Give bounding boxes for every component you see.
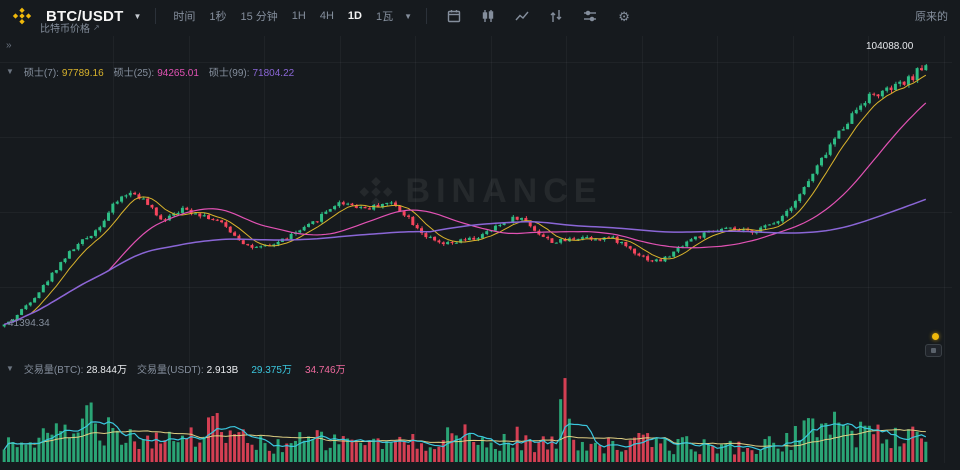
volume-ma-fast-item[interactable]: 29.375万: [248, 361, 292, 376]
ma25-value: 94265.01: [157, 68, 199, 79]
original-tab-label[interactable]: 原来的: [915, 11, 948, 23]
ma99-legend-item[interactable]: 硕士(99): 71804.22: [209, 64, 294, 79]
ma25-label: 硕士(25):: [113, 68, 155, 79]
timeframe-more-caret-icon[interactable]: ▼: [404, 11, 413, 21]
volume-btc-item[interactable]: 交易量(BTC): 28.844万: [24, 361, 127, 376]
volume-btc-label: 交易量(BTC):: [23, 365, 84, 376]
pair-title[interactable]: BTC/USDT: [46, 7, 124, 25]
divider: [426, 8, 428, 24]
settings-gear-icon[interactable]: ⚙: [618, 8, 630, 24]
volume-ma-fast-value: 29.375万: [251, 365, 292, 376]
last-price-dot: [932, 333, 939, 340]
ma99-value: 71804.22: [252, 68, 295, 79]
chart-subtitle-row: 比特币价格 ↗: [40, 20, 100, 35]
binance-logo-icon[interactable]: [12, 6, 32, 26]
low-price-label: 41394.34: [8, 318, 50, 329]
volume-legend: ▼ 交易量(BTC): 28.844万 交易量(USDT): 2.913B 29.3…: [6, 361, 346, 376]
volume-usdt-value: 2.913B: [206, 365, 239, 376]
ma-legend-caret-icon[interactable]: ▼: [6, 67, 14, 76]
volume-ma-slow-item[interactable]: 34.746万: [302, 361, 346, 376]
chart-subtitle: 比特币价格: [40, 24, 90, 35]
volume-legend-caret-icon[interactable]: ▼: [6, 364, 14, 373]
pair-dropdown-caret-icon[interactable]: ▼: [133, 11, 142, 21]
volume-usdt-item[interactable]: 交易量(USDT): 2.913B: [137, 361, 238, 376]
timeframe-1h[interactable]: 1H: [291, 10, 306, 22]
timeframe-1s[interactable]: 1秒: [209, 11, 227, 23]
timeframe-1w[interactable]: 1瓦: [375, 11, 394, 23]
timeframe-1d-active[interactable]: 1D: [347, 10, 362, 22]
ma25-legend-item[interactable]: 硕士(25): 94265.01: [114, 64, 199, 79]
volume-usdt-label: 交易量(USDT):: [136, 365, 204, 376]
ma-legend: ▼ 硕士(7): 97789.16 硕士(25): 94265.01 硕士(99):…: [6, 64, 294, 79]
volume-btc-value: 28.844万: [86, 365, 127, 376]
calendar-icon[interactable]: [446, 8, 462, 24]
toolbar: BTC/USDT ▼ 时间 1秒 15 分钟 1H 4H 1D 1瓦 ▼ ⚙ 原…: [0, 0, 960, 32]
divider: [155, 8, 157, 24]
ma7-legend-item[interactable]: 硕士(7): 97789.16: [24, 64, 104, 79]
volume-ma-slow-value: 34.746万: [304, 365, 346, 376]
edit-arrow-icon[interactable]: ↗: [93, 23, 100, 32]
high-price-label: 104088.00: [866, 41, 914, 52]
candlestick-icon[interactable]: [480, 8, 496, 24]
compare-bars-icon[interactable]: [548, 8, 564, 24]
indicators-icon[interactable]: [582, 8, 598, 24]
timeframe-4h[interactable]: 4H: [319, 10, 334, 22]
timeframe-label: 时间: [173, 11, 196, 23]
snapshot-badge-icon[interactable]: [925, 344, 942, 357]
ma99-label: 硕士(99):: [208, 68, 250, 79]
timeframe-15m[interactable]: 15 分钟: [240, 11, 278, 23]
ma7-label: 硕士(7):: [23, 68, 59, 79]
panel-collapse-icon[interactable]: »: [6, 40, 12, 51]
ma7-value: 97789.16: [61, 68, 104, 79]
line-chart-icon[interactable]: [514, 8, 530, 24]
